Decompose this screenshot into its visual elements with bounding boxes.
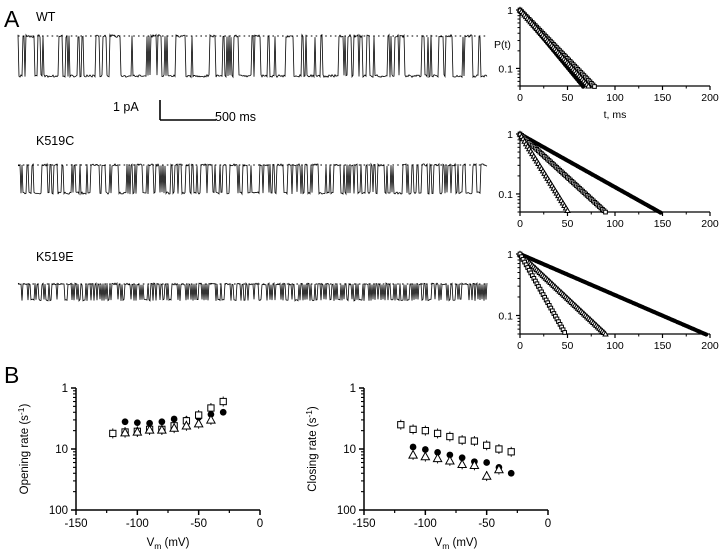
panel-b-letter: B (4, 362, 20, 388)
svg-text:200: 200 (701, 218, 719, 230)
svg-text:1: 1 (350, 383, 356, 395)
survivor-plot-wt: 0 50 100 150 200 1 0.1 P(t) t, ms (494, 4, 719, 121)
svg-text:Vm (mV): Vm (mV) (147, 537, 190, 551)
svg-text:-50: -50 (478, 518, 495, 530)
svg-text:0: 0 (517, 340, 523, 352)
svg-text:0.1: 0.1 (498, 310, 513, 322)
svg-text:100: 100 (606, 340, 624, 352)
svg-text:100: 100 (337, 505, 356, 517)
svg-text:0.1: 0.1 (498, 63, 513, 75)
svg-text:-50: -50 (190, 518, 207, 530)
svg-text:150: 150 (654, 218, 672, 230)
survivor-plot-k519c: 0 50 100 150 200 1 0.1 (494, 128, 719, 232)
svg-text:100: 100 (49, 505, 68, 517)
svg-text:1: 1 (62, 383, 68, 395)
svg-text:50: 50 (562, 218, 574, 230)
svg-text:50: 50 (562, 92, 574, 104)
svg-text:t, ms: t, ms (604, 109, 627, 121)
svg-text:Closing rate (s-1): Closing rate (s-1) (304, 406, 319, 492)
svg-text:10: 10 (55, 444, 68, 456)
svg-text:1: 1 (507, 129, 513, 141)
trace-k519e (17, 280, 488, 314)
trace-k519c (17, 160, 488, 206)
svg-text:10: 10 (343, 444, 356, 456)
svg-text:Opening rate (s-1): Opening rate (s-1) (16, 404, 31, 495)
svg-text:150: 150 (654, 92, 672, 104)
svg-text:P(t): P(t) (494, 39, 511, 51)
svg-text:1: 1 (507, 249, 513, 261)
scale-bar (158, 98, 218, 122)
svg-text:0: 0 (545, 518, 551, 530)
svg-text:100: 100 (606, 92, 624, 104)
svg-text:50: 50 (562, 340, 574, 352)
scale-bar-time-label: 500 ms (215, 110, 256, 124)
trace-label-k519e: K519E (36, 250, 74, 264)
svg-text:0: 0 (257, 518, 263, 530)
closing-rate-plot: -150 -100 -50 0 1 10 100 Closing rate (s-1) Vm (… (300, 378, 590, 551)
svg-text:Vm (mV): Vm (mV) (435, 537, 478, 551)
svg-text:0: 0 (517, 92, 523, 104)
scale-bar-current-label: 1 pA (113, 100, 139, 114)
opening-rate-plot: -150 -100 -50 0 1 10 100 Opening rate (s-1) Vm (… (12, 378, 302, 551)
svg-text:150: 150 (654, 340, 672, 352)
trace-label-k519c: K519C (36, 134, 75, 148)
svg-text:200: 200 (701, 340, 719, 352)
survivor-plot-k519e: 0 50 100 150 200 1 0.1 (494, 248, 719, 356)
svg-text:-100: -100 (126, 518, 149, 530)
svg-text:1: 1 (507, 5, 513, 17)
trace-wt (17, 28, 488, 94)
svg-text:0.1: 0.1 (498, 189, 513, 201)
svg-text:-150: -150 (352, 518, 375, 530)
svg-text:-150: -150 (64, 518, 87, 530)
svg-text:200: 200 (701, 92, 719, 104)
svg-text:-100: -100 (414, 518, 437, 530)
svg-text:100: 100 (606, 218, 624, 230)
svg-text:0: 0 (517, 218, 523, 230)
panel-a-letter: A (4, 6, 20, 32)
trace-label-wt: WT (36, 10, 56, 24)
